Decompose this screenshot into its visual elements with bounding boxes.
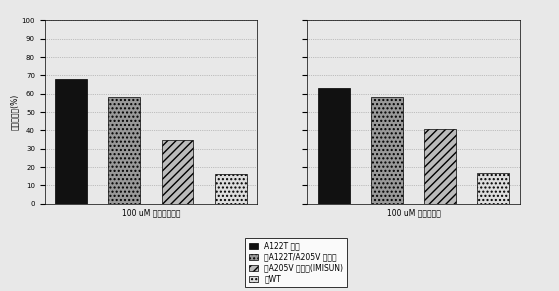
X-axis label: 100 uM イマザモクス: 100 uM イマザモクス [122, 208, 180, 217]
Bar [424, 129, 456, 204]
Bar [162, 140, 193, 204]
Bar [477, 173, 509, 204]
Bar [215, 174, 247, 204]
Bar [55, 79, 87, 204]
Y-axis label: 未処理対照(%): 未処理対照(%) [10, 94, 18, 130]
Bar [371, 97, 403, 204]
Bar [108, 97, 140, 204]
Legend: A122T ホモ, 图A122T/A205V ヘテロ, 图A205V ホモ　(IMISUN), 图WT: A122T ホモ, 图A122T/A205V ヘテロ, 图A205V ホモ (I… [245, 238, 347, 287]
X-axis label: 100 uM イマザピル: 100 uM イマザピル [387, 208, 440, 217]
Bar [318, 88, 350, 204]
